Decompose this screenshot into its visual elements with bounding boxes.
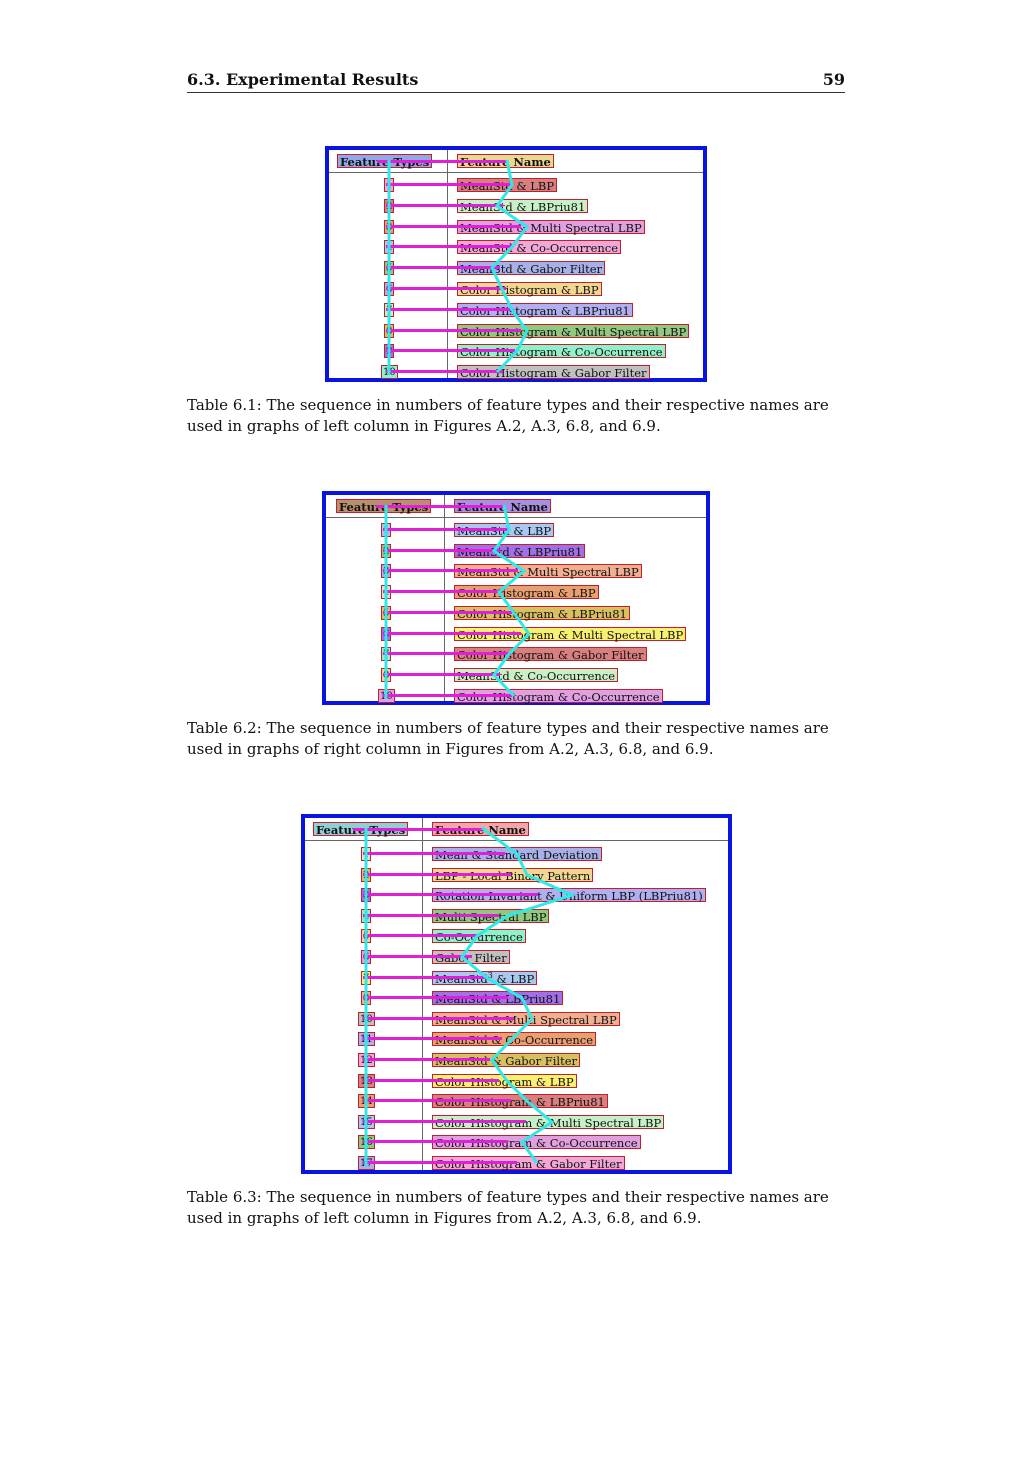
annotation-strike	[383, 590, 503, 593]
section-title: 6.3. Experimental Results	[187, 70, 419, 89]
feature-name-suffix: & LBP	[492, 972, 535, 986]
page-number: 59	[822, 70, 845, 89]
annotation-strike	[386, 287, 506, 290]
feature-name-text: Color Histogram & Multi Spectral LBP	[457, 628, 684, 642]
table-6-3: Feature TypesFeature Name1Mean & Standar…	[301, 814, 732, 1174]
column-divider	[444, 495, 445, 701]
annotation-strike	[363, 914, 499, 917]
feature-name-text: MeanStd & LBPriu81	[460, 200, 586, 214]
feature-name-text: MeanStd & Gabor Filter	[435, 1054, 577, 1068]
table-6-2: Feature TypesFeature Name1MeanStd & LBP2…	[322, 491, 710, 705]
feature-name-text: Color Histogram & Gabor Filter	[435, 1157, 622, 1171]
feature-name-text: MeanStd & Multi Spectral LBP	[457, 565, 639, 579]
annotation-strike	[383, 611, 512, 614]
feature-name-text: Color Histogram & LBP	[460, 283, 599, 297]
annotation-strike	[353, 828, 482, 831]
feature-name-text: MeanStd & LBPriu81	[457, 545, 583, 559]
annotation-strike	[386, 349, 515, 352]
annotation-strike	[386, 225, 521, 228]
feature-name-text: Multi Spectral LBP	[435, 910, 547, 924]
feature-name-text: Rotation Invariant & Uniform LBP (LBPriu…	[435, 889, 703, 903]
feature-name-text: MeanStd & Multi Spectral LBP	[435, 1013, 617, 1027]
feature-name-text: Color Histogram & LBPriu81	[457, 607, 627, 621]
feature-name-text: Color Histogram & LBP	[435, 1075, 574, 1089]
annotation-strike	[363, 1161, 517, 1164]
feature-name-text: Mean & Standard Deviation	[435, 848, 599, 862]
annotation-strike	[363, 1058, 490, 1061]
annotation-strike	[363, 996, 508, 999]
table-6-2-caption: Table 6.2: The sequence in numbers of fe…	[187, 719, 829, 758]
column-divider	[422, 818, 423, 1170]
annotation-strike	[383, 673, 500, 676]
feature-name-text: Co-Occurrence	[435, 930, 523, 944]
feature-name-text: MeanStd & LBP	[460, 179, 555, 193]
annotation-strike	[386, 245, 512, 248]
annotation-strike	[386, 266, 500, 269]
feature-name-text: Color Histogram & Co-Occurrence	[457, 690, 660, 704]
column-divider	[447, 150, 448, 378]
feature-name-text: Color Histogram & Gabor Filter	[457, 648, 644, 662]
feature-name-text: MeanStd & Multi Spectral LBP	[460, 221, 642, 235]
annotation-strike	[363, 976, 487, 979]
annotation-strike	[363, 1037, 502, 1040]
feature-name-text: Color Histogram & LBPriu81	[435, 1095, 605, 1109]
annotation-strike	[386, 183, 512, 186]
annotation-strike	[383, 569, 518, 572]
annotation-strike	[363, 955, 472, 958]
table-6-1: Feature TypesFeature Name1MeanStd & LBP2…	[325, 146, 707, 382]
annotation-strike	[386, 329, 521, 332]
annotation-strike	[363, 1120, 526, 1123]
annotation-strike	[363, 1079, 499, 1082]
annotation-strike	[363, 1017, 514, 1020]
annotation-strike	[383, 528, 509, 531]
feature-name-text: Color Histogram & LBPriu81	[460, 304, 630, 318]
feature-name-text: Color Histogram & Multi Spectral LBP	[435, 1116, 662, 1130]
annotation-strike	[377, 160, 507, 163]
annotation-strike	[376, 505, 504, 508]
feature-name-text: Color Histogram & Co-Occurrence	[460, 345, 663, 359]
annotation-strike	[363, 893, 538, 896]
feature-name-text: MeanStd & Co-Occurrence	[460, 241, 619, 255]
feature-name-text: Color Histogram & Gabor Filter	[460, 366, 647, 380]
page-header: 6.3. Experimental Results 59	[187, 68, 845, 93]
annotation-strike	[386, 204, 503, 207]
annotation-strike	[363, 1140, 508, 1143]
annotation-strike	[363, 934, 481, 937]
annotation-strike	[386, 370, 503, 373]
feature-name-text: MeanStd & LBP	[457, 524, 552, 538]
feature-name-text: LBP - Local Binary Pattern	[435, 869, 591, 883]
annotation-strike	[383, 549, 500, 552]
feature-name-text: MeanStd & Co-Occurrence	[435, 1033, 594, 1047]
annotation-strike	[383, 694, 512, 697]
feature-name-text: Color Histogram & LBP	[457, 586, 596, 600]
feature-name-text: Color Histogram & Multi Spectral LBP	[460, 325, 687, 339]
feature-name-text: MeanStd	[435, 972, 488, 986]
feature-name-text: MeanStd & Gabor Filter	[460, 262, 602, 276]
annotation-strike	[383, 632, 521, 635]
feature-name-text: MeanStd & LBPriu81	[435, 992, 561, 1006]
feature-name-text: Color Histogram & Co-Occurrence	[435, 1136, 638, 1150]
annotation-strike	[386, 308, 512, 311]
annotation-strike	[383, 652, 509, 655]
annotation-strike	[363, 852, 505, 855]
table-6-3-caption: Table 6.3: The sequence in numbers of fe…	[187, 1188, 829, 1227]
annotation-strike	[363, 1099, 511, 1102]
annotation-strike	[363, 873, 511, 876]
feature-name-text: Gabor Filter	[435, 951, 507, 965]
table-6-1-caption: Table 6.1: The sequence in numbers of fe…	[187, 396, 829, 435]
feature-name-text: MeanStd & Co-Occurrence	[457, 669, 616, 683]
